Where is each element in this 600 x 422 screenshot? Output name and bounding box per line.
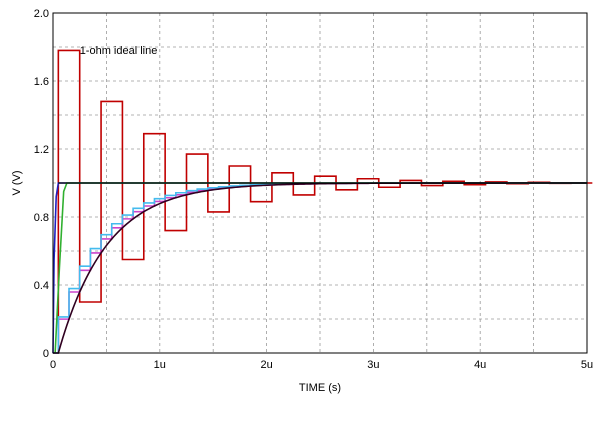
x-tick-label: 3u: [367, 359, 379, 371]
x-axis-label: TIME (s): [299, 382, 341, 394]
x-tick-label: 5u: [581, 359, 593, 371]
x-tick-label: 4u: [474, 359, 486, 371]
series-group: [52, 49, 593, 354]
y-axis-label: V (V): [11, 170, 23, 195]
series-line-1: [53, 49, 593, 354]
grid: [53, 13, 587, 353]
y-tick-label: 0.8: [34, 212, 49, 224]
y-tick-label: 0: [43, 348, 49, 360]
annotation-label: 1-ohm ideal line: [80, 45, 158, 57]
x-tick-label: 0: [50, 359, 56, 371]
y-tick-label: 0.4: [34, 280, 49, 292]
x-tick-label: 2u: [260, 359, 272, 371]
y-tick-label: 1.6: [34, 76, 49, 88]
y-tick-label: 1.2: [34, 144, 49, 156]
x-tick-labels: 0 1u 2u 3u 4u 5u: [50, 359, 593, 371]
y-tick-labels: 0 0.4 0.8 1.2 1.6 2.0: [34, 8, 49, 360]
x-tick-label: 1u: [154, 359, 166, 371]
plot-frame: [52, 12, 588, 354]
y-tick-label: 2.0: [34, 8, 49, 20]
